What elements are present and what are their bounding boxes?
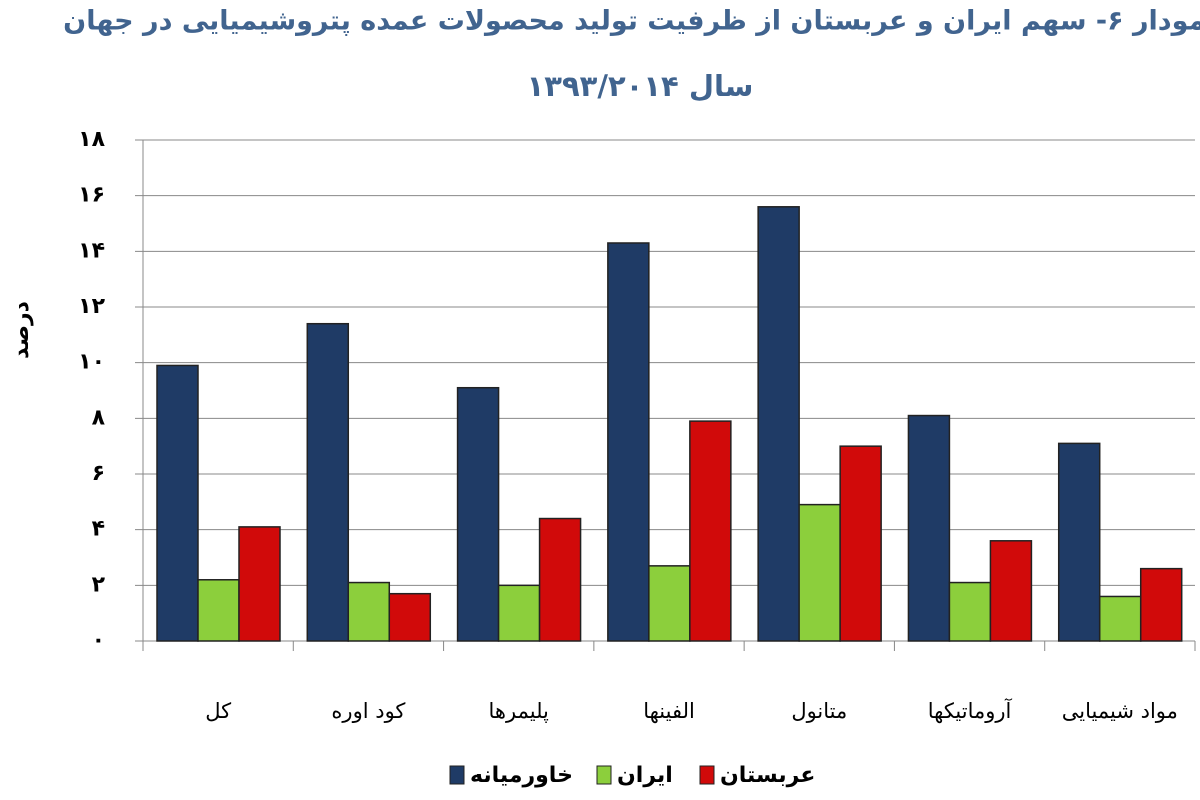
bar [238, 526, 281, 642]
bar [989, 540, 1033, 642]
x-tick-label: متانول [791, 699, 847, 723]
y-tick-label: ۲ [92, 572, 106, 597]
x-tick-label: کل [205, 699, 231, 723]
bar [156, 364, 199, 642]
y-tick-label: ۸ [92, 405, 106, 430]
bar [948, 581, 992, 642]
legend-swatch [699, 765, 715, 785]
bar [1057, 442, 1101, 642]
y-tick-label: ۰ [92, 628, 105, 653]
bar [1098, 595, 1142, 642]
x-tick-label: پلیمرها [489, 699, 549, 723]
bar [388, 592, 432, 642]
x-tick-label: آروماتیکها [928, 698, 1013, 723]
legend-swatch [449, 765, 465, 785]
bar [907, 414, 951, 642]
y-tick-label: ۱۸ [78, 127, 105, 152]
bar [197, 579, 240, 642]
bar [839, 445, 882, 642]
legend-label: عربستان [720, 763, 815, 788]
bar [538, 517, 582, 642]
bar [456, 386, 500, 642]
chart-subtitle: سال ۱۳۹۳/۲۰۱۴ [527, 69, 754, 103]
y-tick-label: ۱۰ [78, 350, 105, 375]
y-tick-label: ۴ [92, 517, 105, 542]
legend-label: خاورمیانه [470, 763, 573, 788]
y-tick-label: ۱۶ [78, 183, 105, 208]
x-tick-label: الفینها [643, 699, 695, 723]
bar [648, 565, 691, 642]
legend-swatch [596, 765, 612, 785]
bar [497, 584, 541, 642]
x-tick-label: مواد شیمیایی [1062, 699, 1178, 723]
y-axis-label: درصد [9, 301, 34, 359]
bar [1139, 567, 1183, 642]
bar [757, 206, 800, 642]
y-tick-label: ۱۴ [78, 238, 105, 263]
bar [347, 581, 391, 642]
chart-title: نمودار ۶- سهم ایران و عربستان از ظرفیت ت… [63, 6, 1200, 37]
bar [607, 242, 650, 642]
bar [306, 322, 350, 642]
bar [689, 420, 732, 642]
y-tick-label: ۶ [92, 461, 105, 486]
y-tick-label: ۱۲ [78, 294, 105, 319]
x-tick-label: کود اوره [331, 699, 405, 723]
legend-label: ایران [617, 763, 673, 788]
bar [798, 503, 841, 642]
